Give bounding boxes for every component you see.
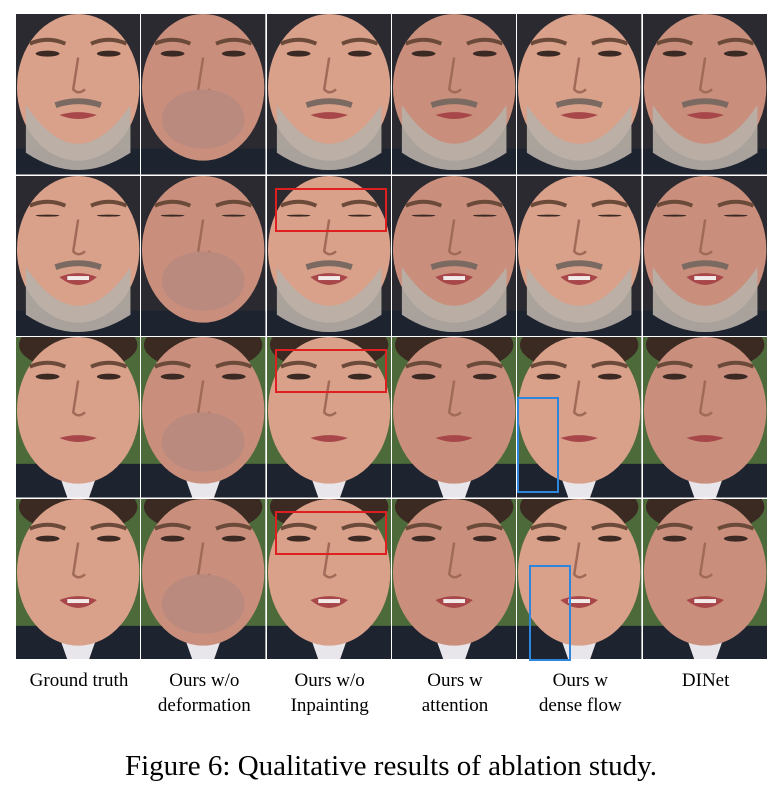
face-image-r2-c5 [517,175,642,336]
face-image-r2-c3 [266,175,391,336]
face-image-r1-c3 [266,14,391,175]
face-image-r2-c2 [141,175,266,336]
column-label-ground-truth: Ground truth [29,670,129,691]
red-highlight-box [274,349,387,393]
face-image-r3-c4 [391,337,517,498]
face-image-r2-c1 [16,175,141,336]
figure-caption: Figure 6: Qualitative results of ablatio… [124,750,658,782]
face-image-r1-c4 [391,14,517,175]
column-label-ours-wo-inpainting: Ours w/o Inpainting [290,670,369,716]
face-image-r1-c6 [642,14,767,175]
face-image-r2-c6 [642,175,767,336]
column-label-ours-w-attention: Ours w attention [421,670,489,716]
face-image-r3-c3 [266,337,391,498]
blue-highlight-box [517,397,560,493]
face-image-r4-c3 [266,498,391,659]
column-label-ours-w-dense-flow: Ours w dense flow [538,670,622,716]
red-highlight-box [274,510,387,555]
column-labels: Ground truth Ours w/o deformation Ours w… [16,668,768,724]
face-image-r4-c1 [16,498,141,659]
blue-highlight-box [529,564,572,661]
red-highlight-box [274,187,387,232]
face-image-r2-c4 [391,175,517,336]
face-image-r4-c4 [391,498,517,659]
face-image-r1-c1 [16,14,141,175]
face-image-r4-c2 [141,498,266,659]
face-image-r1-c2 [141,14,266,175]
column-label-ours-wo-deformation: Ours w/o deformation [157,670,251,716]
face-image-r3-c6 [642,337,767,498]
face-image-r4-c6 [642,498,767,659]
figure-image-grid [16,14,768,661]
face-image-r3-c1 [16,337,141,498]
column-label-dinet: DINet [681,670,730,691]
face-image-r1-c5 [517,14,642,175]
face-image-r3-c2 [141,337,266,498]
face-image-r3-c5 [517,337,642,498]
